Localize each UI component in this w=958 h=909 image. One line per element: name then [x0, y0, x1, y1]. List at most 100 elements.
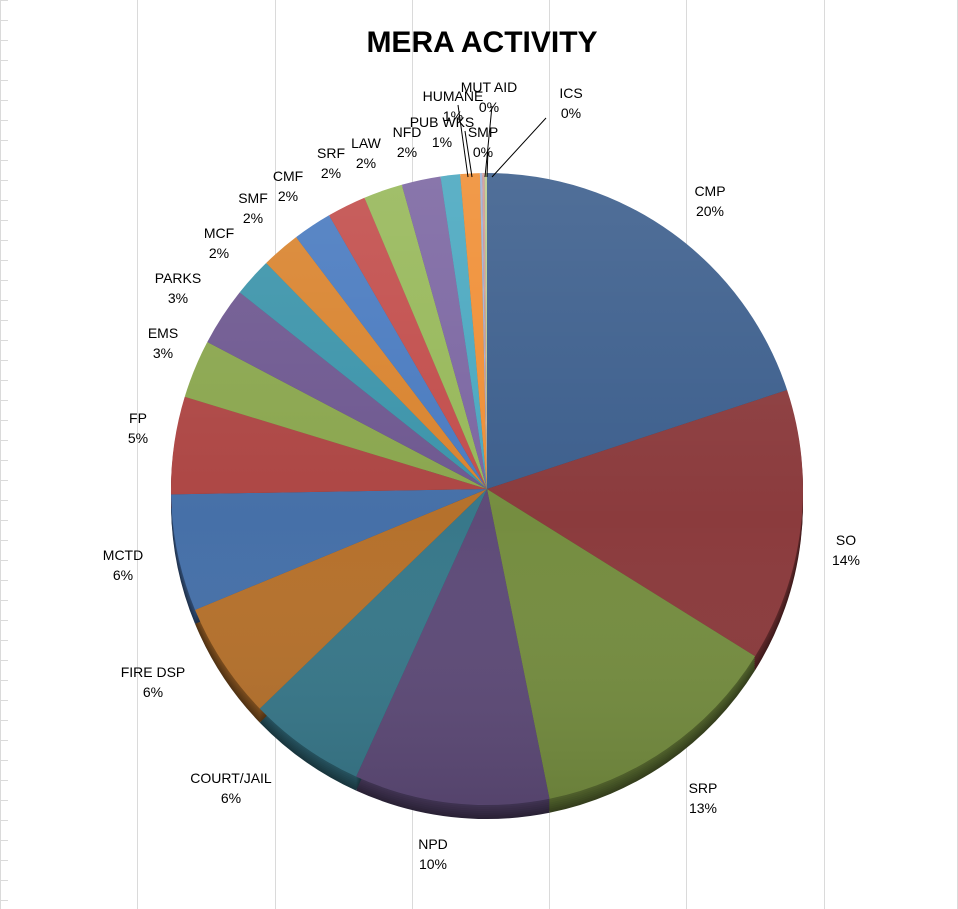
chart-title: MERA ACTIVITY — [366, 26, 597, 59]
grid-row-line — [0, 620, 8, 621]
grid-row-line — [0, 140, 8, 141]
slice-label-percent: 0% — [473, 144, 493, 160]
grid-col-line — [824, 0, 825, 909]
slice-label: ICS 0% — [559, 85, 582, 121]
slice-label-name: PARKS — [155, 270, 201, 286]
grid-row-line — [0, 340, 8, 341]
grid-row-line — [0, 460, 8, 461]
pie-shading — [171, 173, 803, 805]
grid-row-line — [0, 580, 8, 581]
grid-row-line — [0, 280, 8, 281]
grid-row-line — [0, 800, 8, 801]
grid-row-line — [0, 60, 8, 61]
leader-line — [484, 105, 493, 178]
slice-label: EMS 3% — [148, 325, 178, 361]
grid-row-line — [0, 120, 8, 121]
slice-label-percent: 14% — [832, 552, 860, 568]
slice-labels: CMP 20%SO 14%SRP 13%NPD 10%COURT/JAIL 6%FIRE … — [103, 79, 860, 872]
slice-label: MCTD 6% — [103, 547, 143, 583]
slice-label: PARKS 3% — [155, 270, 201, 306]
slice-label-percent: 2% — [243, 210, 263, 226]
slice-label: NFD 2% — [393, 124, 422, 160]
grid-row-line — [0, 100, 8, 101]
grid-row-line — [0, 500, 8, 501]
slice-label-name: ICS — [559, 85, 582, 101]
slice-label-percent: 5% — [128, 430, 148, 446]
grid-row-line — [0, 20, 8, 21]
slice-label: NPD 10% — [418, 836, 448, 872]
grid-row-line — [0, 240, 8, 241]
slice-label-percent: 2% — [278, 188, 298, 204]
grid-row-line — [0, 320, 8, 321]
slice-label-percent: 0% — [561, 105, 581, 121]
slice-label-name: MCF — [204, 225, 234, 241]
slice-label-name: SMF — [238, 190, 268, 206]
grid-row-line — [0, 640, 8, 641]
slice-label-name: SMP — [468, 124, 498, 140]
slice-label: SMP 0% — [468, 124, 498, 160]
slice-label-name: SRF — [317, 145, 345, 161]
slice-label-percent: 13% — [689, 800, 717, 816]
grid-row-line — [0, 480, 8, 481]
grid-row-line — [0, 220, 8, 221]
grid-row-line — [0, 360, 8, 361]
leader-lines — [457, 104, 547, 178]
slice-label-percent: 2% — [356, 155, 376, 171]
slice-label: FP 5% — [128, 410, 148, 446]
slice-label: COURT/JAIL 6% — [190, 770, 272, 806]
slice-label-percent: 2% — [209, 245, 229, 261]
grid-row-line — [0, 160, 8, 161]
grid-row-line — [0, 260, 8, 261]
grid-row-line — [0, 180, 8, 181]
leader-line — [464, 130, 473, 178]
slice-label-name: FP — [129, 410, 147, 426]
grid-col-line — [0, 0, 1, 909]
slice-label-name: SO — [836, 532, 856, 548]
grid-row-line — [0, 420, 8, 421]
grid-row-line — [0, 440, 8, 441]
grid-row-line — [0, 700, 8, 701]
grid-row-line — [0, 540, 8, 541]
slice-label-percent: 6% — [143, 684, 163, 700]
grid-row-line — [0, 840, 8, 841]
slice-label: FIRE DSP 6% — [121, 664, 186, 700]
slice-label-percent: 6% — [113, 567, 133, 583]
slice-label-name: LAW — [351, 135, 382, 151]
grid-row-line — [0, 680, 8, 681]
slice-label-percent: 0% — [479, 99, 499, 115]
grid-col-line — [137, 0, 138, 909]
grid-row-line — [0, 760, 8, 761]
slice-label-name: NFD — [393, 124, 422, 140]
leader-line — [486, 149, 489, 178]
slice-label: HUMANE 1% — [423, 88, 484, 124]
slice-label-name: FIRE DSP — [121, 664, 186, 680]
grid-row-line — [0, 880, 8, 881]
grid-row-line — [0, 660, 8, 661]
slice-label: CMP 20% — [694, 183, 725, 219]
slice-label-name: EMS — [148, 325, 178, 341]
grid-row-line — [0, 200, 8, 201]
grid-row-line — [0, 900, 8, 901]
slice-label-name: MCTD — [103, 547, 143, 563]
grid-row-line — [0, 520, 8, 521]
slice-label-name: COURT/JAIL — [190, 770, 272, 786]
slice-label-name: NPD — [418, 836, 448, 852]
slice-label: SMF 2% — [238, 190, 268, 226]
slice-label: SO 14% — [832, 532, 860, 568]
slice-label: MCF 2% — [204, 225, 234, 261]
grid-row-line — [0, 860, 8, 861]
slice-label-percent: 1% — [443, 108, 463, 124]
slice-label-name: CMF — [273, 168, 303, 184]
grid-row-line — [0, 0, 8, 1]
slice-label: CMF 2% — [273, 168, 303, 204]
grid-row-line — [0, 40, 8, 41]
grid-row-line — [0, 380, 8, 381]
grid-row-line — [0, 400, 8, 401]
slice-label: MUT AID 0% — [461, 79, 518, 115]
slice-label: PUB WKS 1% — [410, 114, 475, 150]
grid-row-line — [0, 740, 8, 741]
slice-label-percent: 10% — [419, 856, 447, 872]
slice-label-name: CMP — [694, 183, 725, 199]
leader-line — [457, 104, 469, 178]
slice-label: LAW 2% — [351, 135, 382, 171]
